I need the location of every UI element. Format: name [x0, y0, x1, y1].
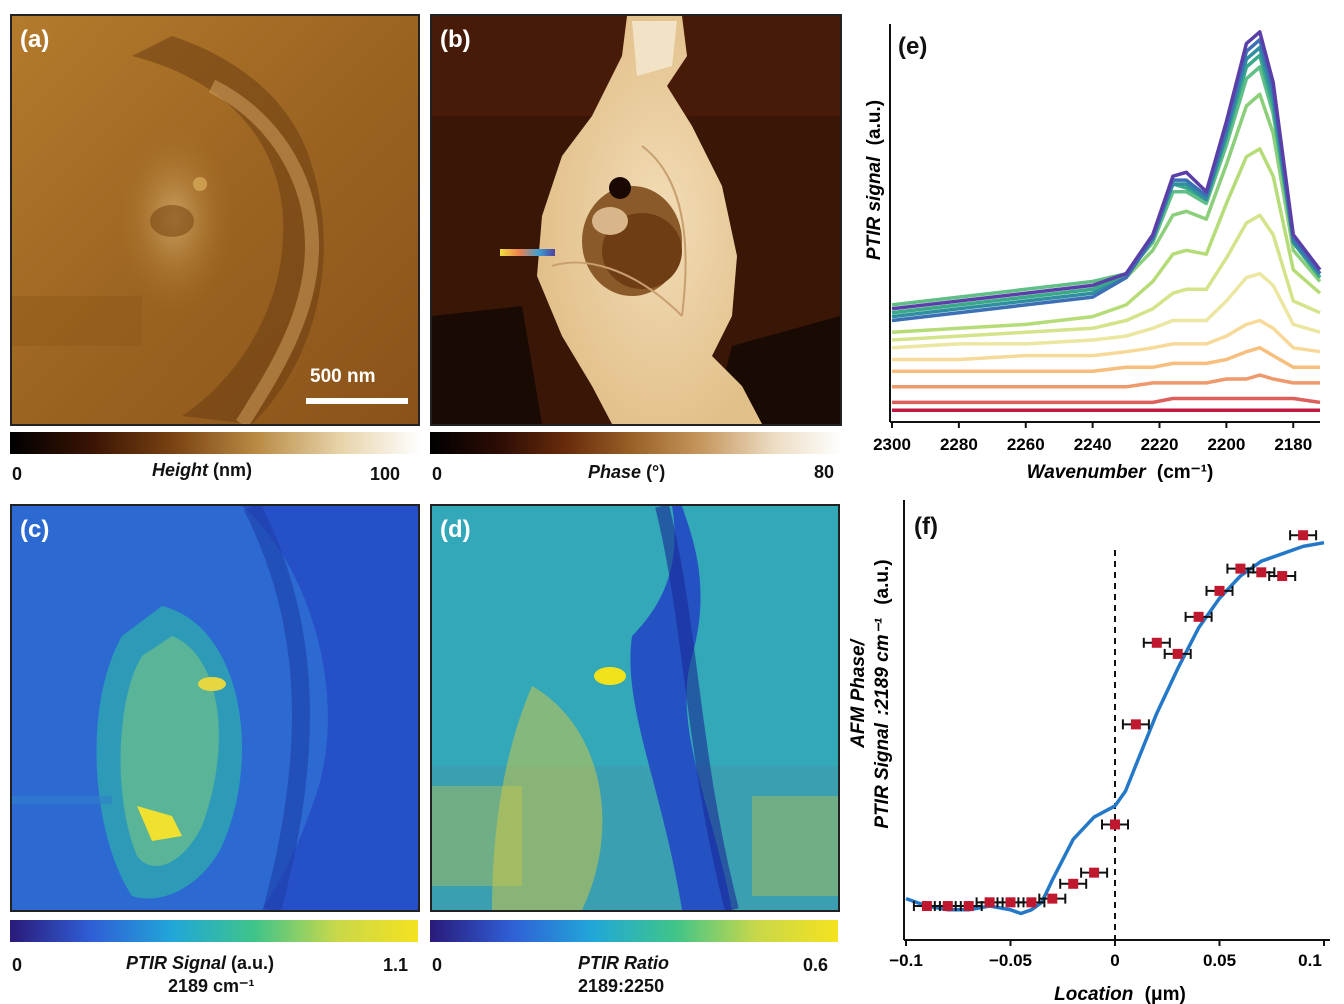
data-point: [1121, 719, 1150, 730]
spectrum-line-12: [892, 373, 1320, 389]
e-x-axis-label-unit: (cm⁻¹): [1157, 462, 1213, 483]
ptir-ratio-colorbar: [430, 920, 838, 942]
e-y-axis-label: PTIR signal (a.u.): [864, 100, 885, 260]
ptir-signal-colorbar-max: 1.1: [383, 955, 409, 975]
phase-colorbar: [430, 432, 842, 454]
f-y-axis-label-line2-name: PTIR Signal: [872, 722, 893, 828]
spectrum-line-1: [891, 30, 1322, 311]
e-x-tick-label: 2300: [873, 435, 911, 454]
spectrum-line-5: [891, 65, 1322, 307]
e-x-tick-label: 2240: [1074, 435, 1112, 454]
data-point: [1289, 530, 1318, 541]
linescan-marker: [500, 249, 555, 256]
data-points: [912, 530, 1318, 912]
ptir-signal-colorbar-title-name: PTIR Signal: [126, 953, 227, 973]
spectrum-line-13: [892, 396, 1321, 405]
panel-a-label: (a): [20, 26, 50, 53]
e-x-axis-label: Wavenumber (cm⁻¹): [1027, 462, 1214, 483]
panel-f-linescan-chart: −0.1 −0.05 0 0.05 0.1 (f) Location (μm) AFM …: [848, 500, 1330, 1004]
phase-map-image: [432, 16, 840, 424]
spectrum-line-7: [891, 147, 1322, 334]
f-y-axis-label-line2: PTIR Signal :2189 cm⁻¹ (a.u.): [872, 559, 893, 828]
ptir-ratio-colorbar-subtitle: 2189:2250: [578, 976, 665, 996]
data-point: [1059, 878, 1088, 889]
ptir-ratio-colorbar-title: PTIR Ratio: [578, 953, 669, 974]
data-point: [1163, 648, 1192, 659]
e-x-tick-label: 2280: [940, 435, 978, 454]
ptir-signal-map-image: [12, 506, 418, 910]
f-x-axis-label-name: Location: [1054, 984, 1133, 1004]
height-colorbar-min: 0: [12, 464, 23, 484]
f-x-axis-label: Location (μm): [1054, 984, 1186, 1004]
data-point: [1142, 637, 1171, 648]
panel-e-spectra-chart: 2300 2280 2260 2240 2220 2200 2180 (e) Wavenum…: [864, 24, 1322, 483]
panel-d-label: (d): [440, 516, 471, 543]
panel-f-label: (f): [914, 513, 938, 540]
ptir-ratio-colorbar-title-name: PTIR Ratio: [578, 953, 670, 973]
e-x-axis-label-name: Wavenumber: [1027, 462, 1148, 483]
e-x-tick-label: 2200: [1207, 435, 1245, 454]
panel-e-label: (e): [898, 33, 927, 60]
data-point: [1184, 611, 1213, 622]
spectrum-line-4: [891, 53, 1322, 315]
scale-bar-label: 500 nm: [310, 366, 376, 387]
f-x-tick-label: −0.05: [989, 951, 1032, 970]
f-x-ticks: −0.1 −0.05 0 0.05 0.1: [889, 940, 1325, 970]
data-point: [1101, 819, 1129, 830]
data-point: [1268, 571, 1297, 582]
e-y-axis-label-name: PTIR signal: [864, 156, 885, 260]
spectrum-line-8: [891, 213, 1321, 342]
panel-d-ptir-ratio-map: (d): [430, 504, 840, 912]
phase-colorbar-min: 0: [432, 464, 443, 484]
height-colorbar-title: Height (nm): [152, 460, 252, 481]
panel-c-label: (c): [20, 516, 50, 543]
e-x-ticks: 2300 2280 2260 2240 2220 2200 2180: [873, 422, 1312, 454]
f-y-axis-label-line2-rest: :2189 cm⁻¹: [872, 617, 893, 715]
spectrum-line-10: [892, 318, 1321, 362]
ptir-ratio-colorbar-max: 0.6: [803, 955, 829, 975]
ptir-signal-colorbar-title: PTIR Signal (a.u.): [126, 953, 274, 974]
ptir-signal-colorbar-min: 0: [12, 955, 23, 975]
spectrum-line-2: [891, 37, 1322, 323]
height-colorbar-max: 100: [370, 464, 401, 484]
phase-colorbar-title-name: Phase: [588, 462, 642, 482]
spectrum-line-9: [891, 271, 1321, 350]
height-colorbar-title-name: Height: [152, 460, 208, 480]
data-point: [1080, 867, 1109, 878]
e-x-tick-label: 2180: [1274, 435, 1312, 454]
f-x-tick-label: 0.1: [1298, 951, 1322, 970]
data-point: [1038, 893, 1067, 904]
f-x-tick-label: −0.1: [889, 951, 923, 970]
height-colorbar-title-unit: (nm): [213, 460, 253, 480]
f-x-tick-label: 0.05: [1203, 951, 1236, 970]
spectra-lines: [891, 30, 1322, 412]
ptir-signal-colorbar: [10, 920, 418, 942]
phase-colorbar-title: Phase (°): [588, 462, 665, 483]
phase-colorbar-max: 80: [814, 462, 835, 482]
f-y-axis-label-unit: (a.u.): [872, 559, 893, 604]
e-x-tick-label: 2260: [1007, 435, 1045, 454]
spectrum-line-3: [891, 45, 1322, 319]
panel-b-phase-map: (b): [430, 14, 842, 426]
f-x-axis-label-unit: (μm): [1145, 984, 1186, 1004]
height-map-image: [12, 16, 418, 424]
panel-a-height-map: (a) 500 nm: [10, 14, 420, 426]
height-colorbar: [10, 432, 420, 454]
f-y-axis-label-line1: AFM Phase/: [848, 638, 869, 748]
phase-colorbar-title-unit: (°): [646, 462, 666, 482]
f-x-tick-label: 0: [1110, 951, 1119, 970]
f-y-axis-label-line1-text: AFM Phase/: [848, 638, 869, 748]
ptir-signal-colorbar-subtitle: 2189 cm⁻¹: [168, 976, 255, 996]
e-y-axis-label-unit: (a.u.): [864, 100, 885, 145]
ptir-ratio-map-image: [432, 506, 838, 910]
e-x-tick-label: 2220: [1141, 435, 1179, 454]
spectrum-line-11: [892, 346, 1320, 373]
panel-b-label: (b): [440, 26, 471, 53]
panel-c-ptir-signal-map: (c): [10, 504, 420, 912]
ptir-signal-colorbar-title-unit: (a.u.): [231, 953, 275, 973]
ptir-ratio-colorbar-min: 0: [432, 955, 443, 975]
data-point: [1205, 585, 1234, 596]
